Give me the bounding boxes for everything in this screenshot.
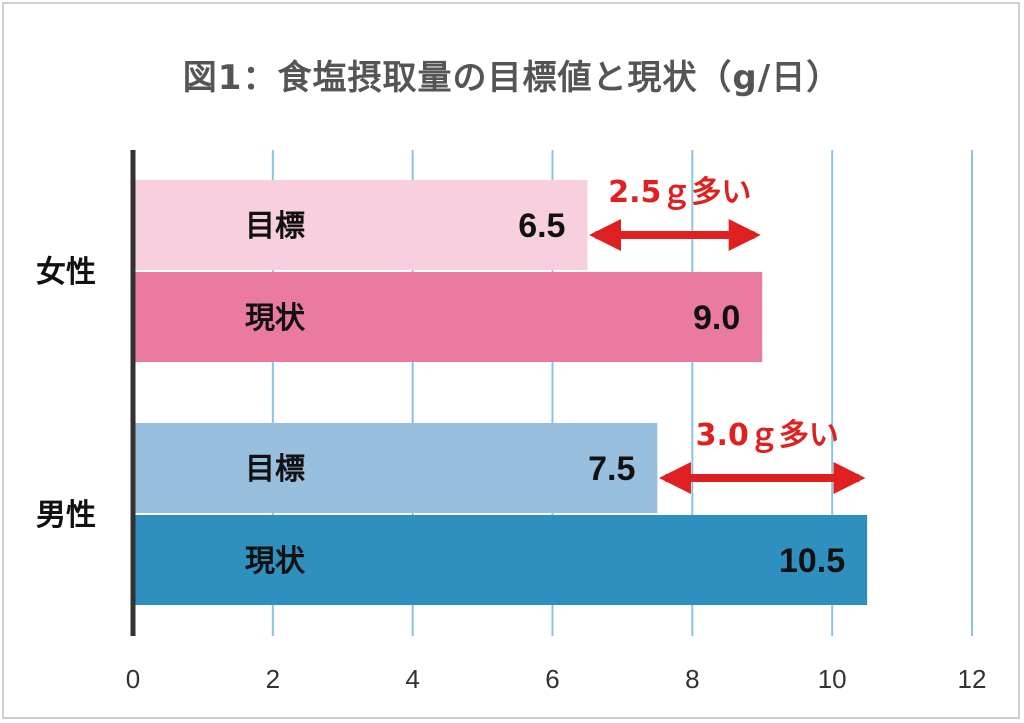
bar — [133, 272, 763, 362]
bar-series-label: 目標 — [245, 209, 305, 244]
x-tick-label: 0 — [126, 664, 140, 694]
bar-value-label: 10.5 — [779, 542, 845, 580]
category-label: 男性 — [36, 498, 96, 533]
bar-series-label: 現状 — [245, 544, 306, 579]
x-tick-label: 12 — [958, 664, 987, 694]
x-tick-label: 8 — [685, 664, 699, 694]
bar-series-label: 現状 — [245, 301, 306, 336]
bar — [133, 180, 588, 270]
x-tick-label: 10 — [818, 664, 847, 694]
difference-label: 2.5ｇ多い — [608, 175, 751, 210]
x-tick-label: 2 — [266, 664, 280, 694]
annotations: 2.5ｇ多い 3.0ｇ多い — [589, 175, 866, 494]
bar-value-label: 7.5 — [588, 450, 635, 488]
bar-value-label: 9.0 — [693, 299, 740, 337]
x-tick-label: 6 — [545, 664, 559, 694]
bar — [133, 515, 868, 605]
bar-value-label: 6.5 — [518, 207, 565, 245]
bars — [133, 180, 868, 605]
bar-series-label: 目標 — [245, 452, 305, 487]
bar — [133, 423, 658, 513]
category-label: 女性 — [36, 255, 96, 290]
chart-title: 図1：食塩摂取量の目標値と現状（g/日） — [182, 58, 842, 98]
difference-label: 3.0ｇ多い — [696, 418, 839, 453]
x-tick-label: 4 — [405, 664, 419, 694]
